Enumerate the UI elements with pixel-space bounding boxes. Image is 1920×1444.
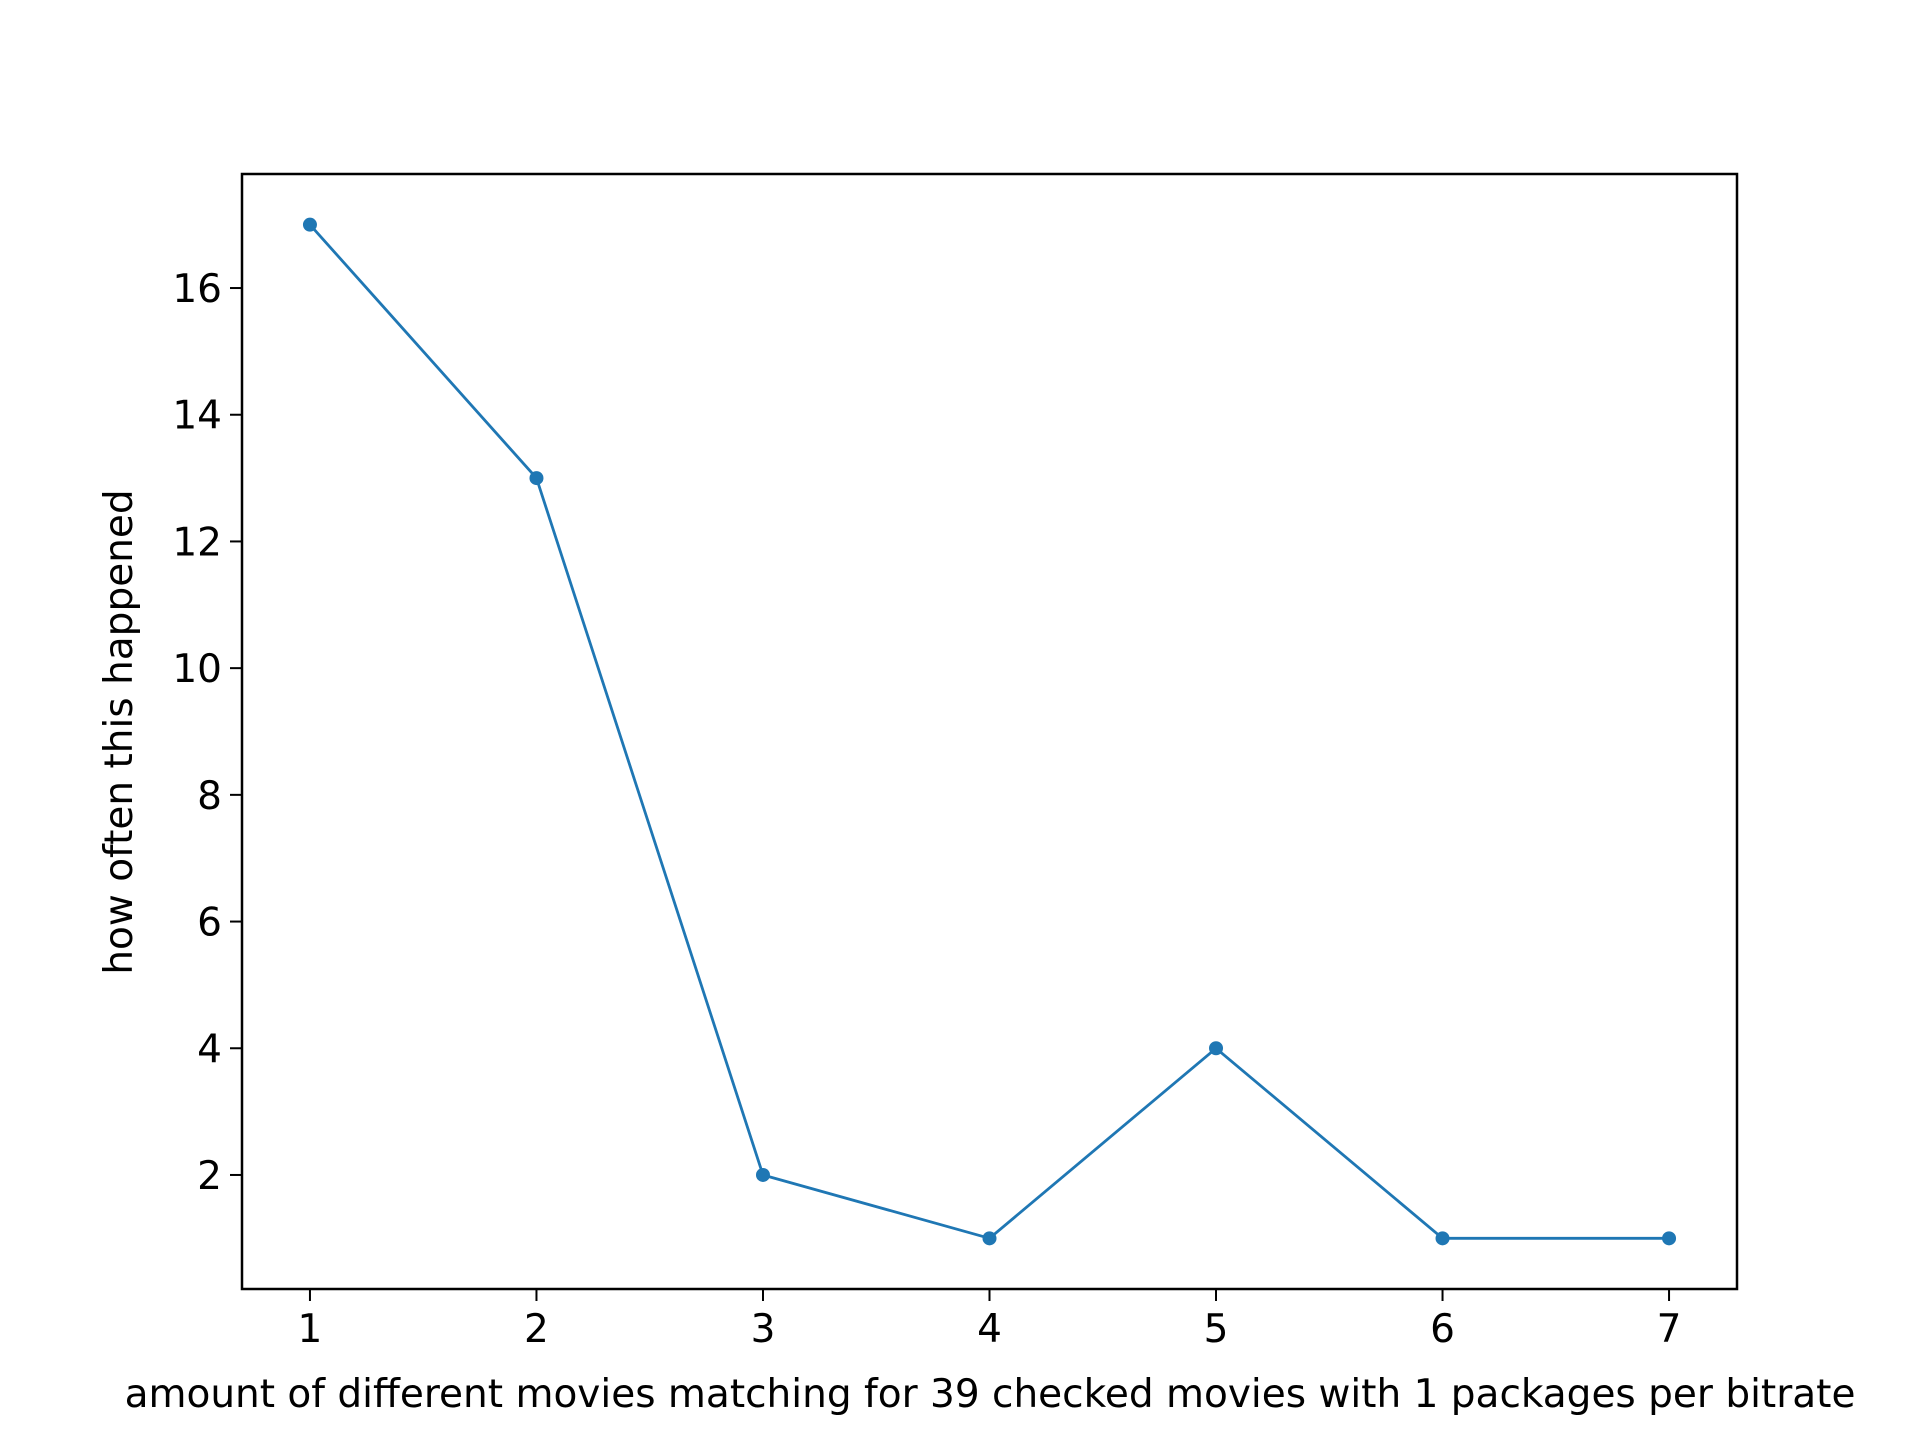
- data-point: [1662, 1231, 1677, 1246]
- data-point: [755, 1167, 770, 1182]
- y-tick-label: 6: [197, 901, 222, 946]
- y-tick-label: 8: [197, 774, 222, 819]
- y-tick-label: 14: [172, 394, 222, 439]
- data-point: [529, 471, 544, 486]
- x-tick-label: 1: [298, 1307, 323, 1352]
- y-axis-label: how often this happened: [97, 489, 142, 974]
- x-tick-label: 2: [524, 1307, 549, 1352]
- x-tick-label: 7: [1657, 1307, 1682, 1352]
- x-tick-label: 3: [751, 1307, 776, 1352]
- data-point: [1209, 1041, 1224, 1056]
- x-tick-label: 5: [1204, 1307, 1229, 1352]
- y-tick-label: 10: [172, 647, 222, 692]
- x-tick-label: 6: [1430, 1307, 1455, 1352]
- x-axis-label: amount of different movies matching for …: [125, 1372, 1856, 1417]
- y-tick-label: 12: [172, 520, 222, 565]
- y-tick-label: 16: [172, 267, 222, 312]
- data-point: [302, 217, 317, 232]
- y-tick-label: 4: [197, 1027, 222, 1072]
- y-tick-label: 2: [197, 1154, 222, 1199]
- x-tick-label: 4: [977, 1307, 1002, 1352]
- series-layer: [302, 217, 1677, 1246]
- data-point: [982, 1231, 997, 1246]
- data-point: [1435, 1231, 1450, 1246]
